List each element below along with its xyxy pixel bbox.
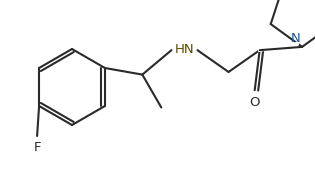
Text: HN: HN (175, 43, 194, 56)
Text: O: O (249, 96, 260, 109)
Text: F: F (33, 141, 41, 154)
Text: N: N (290, 32, 300, 45)
